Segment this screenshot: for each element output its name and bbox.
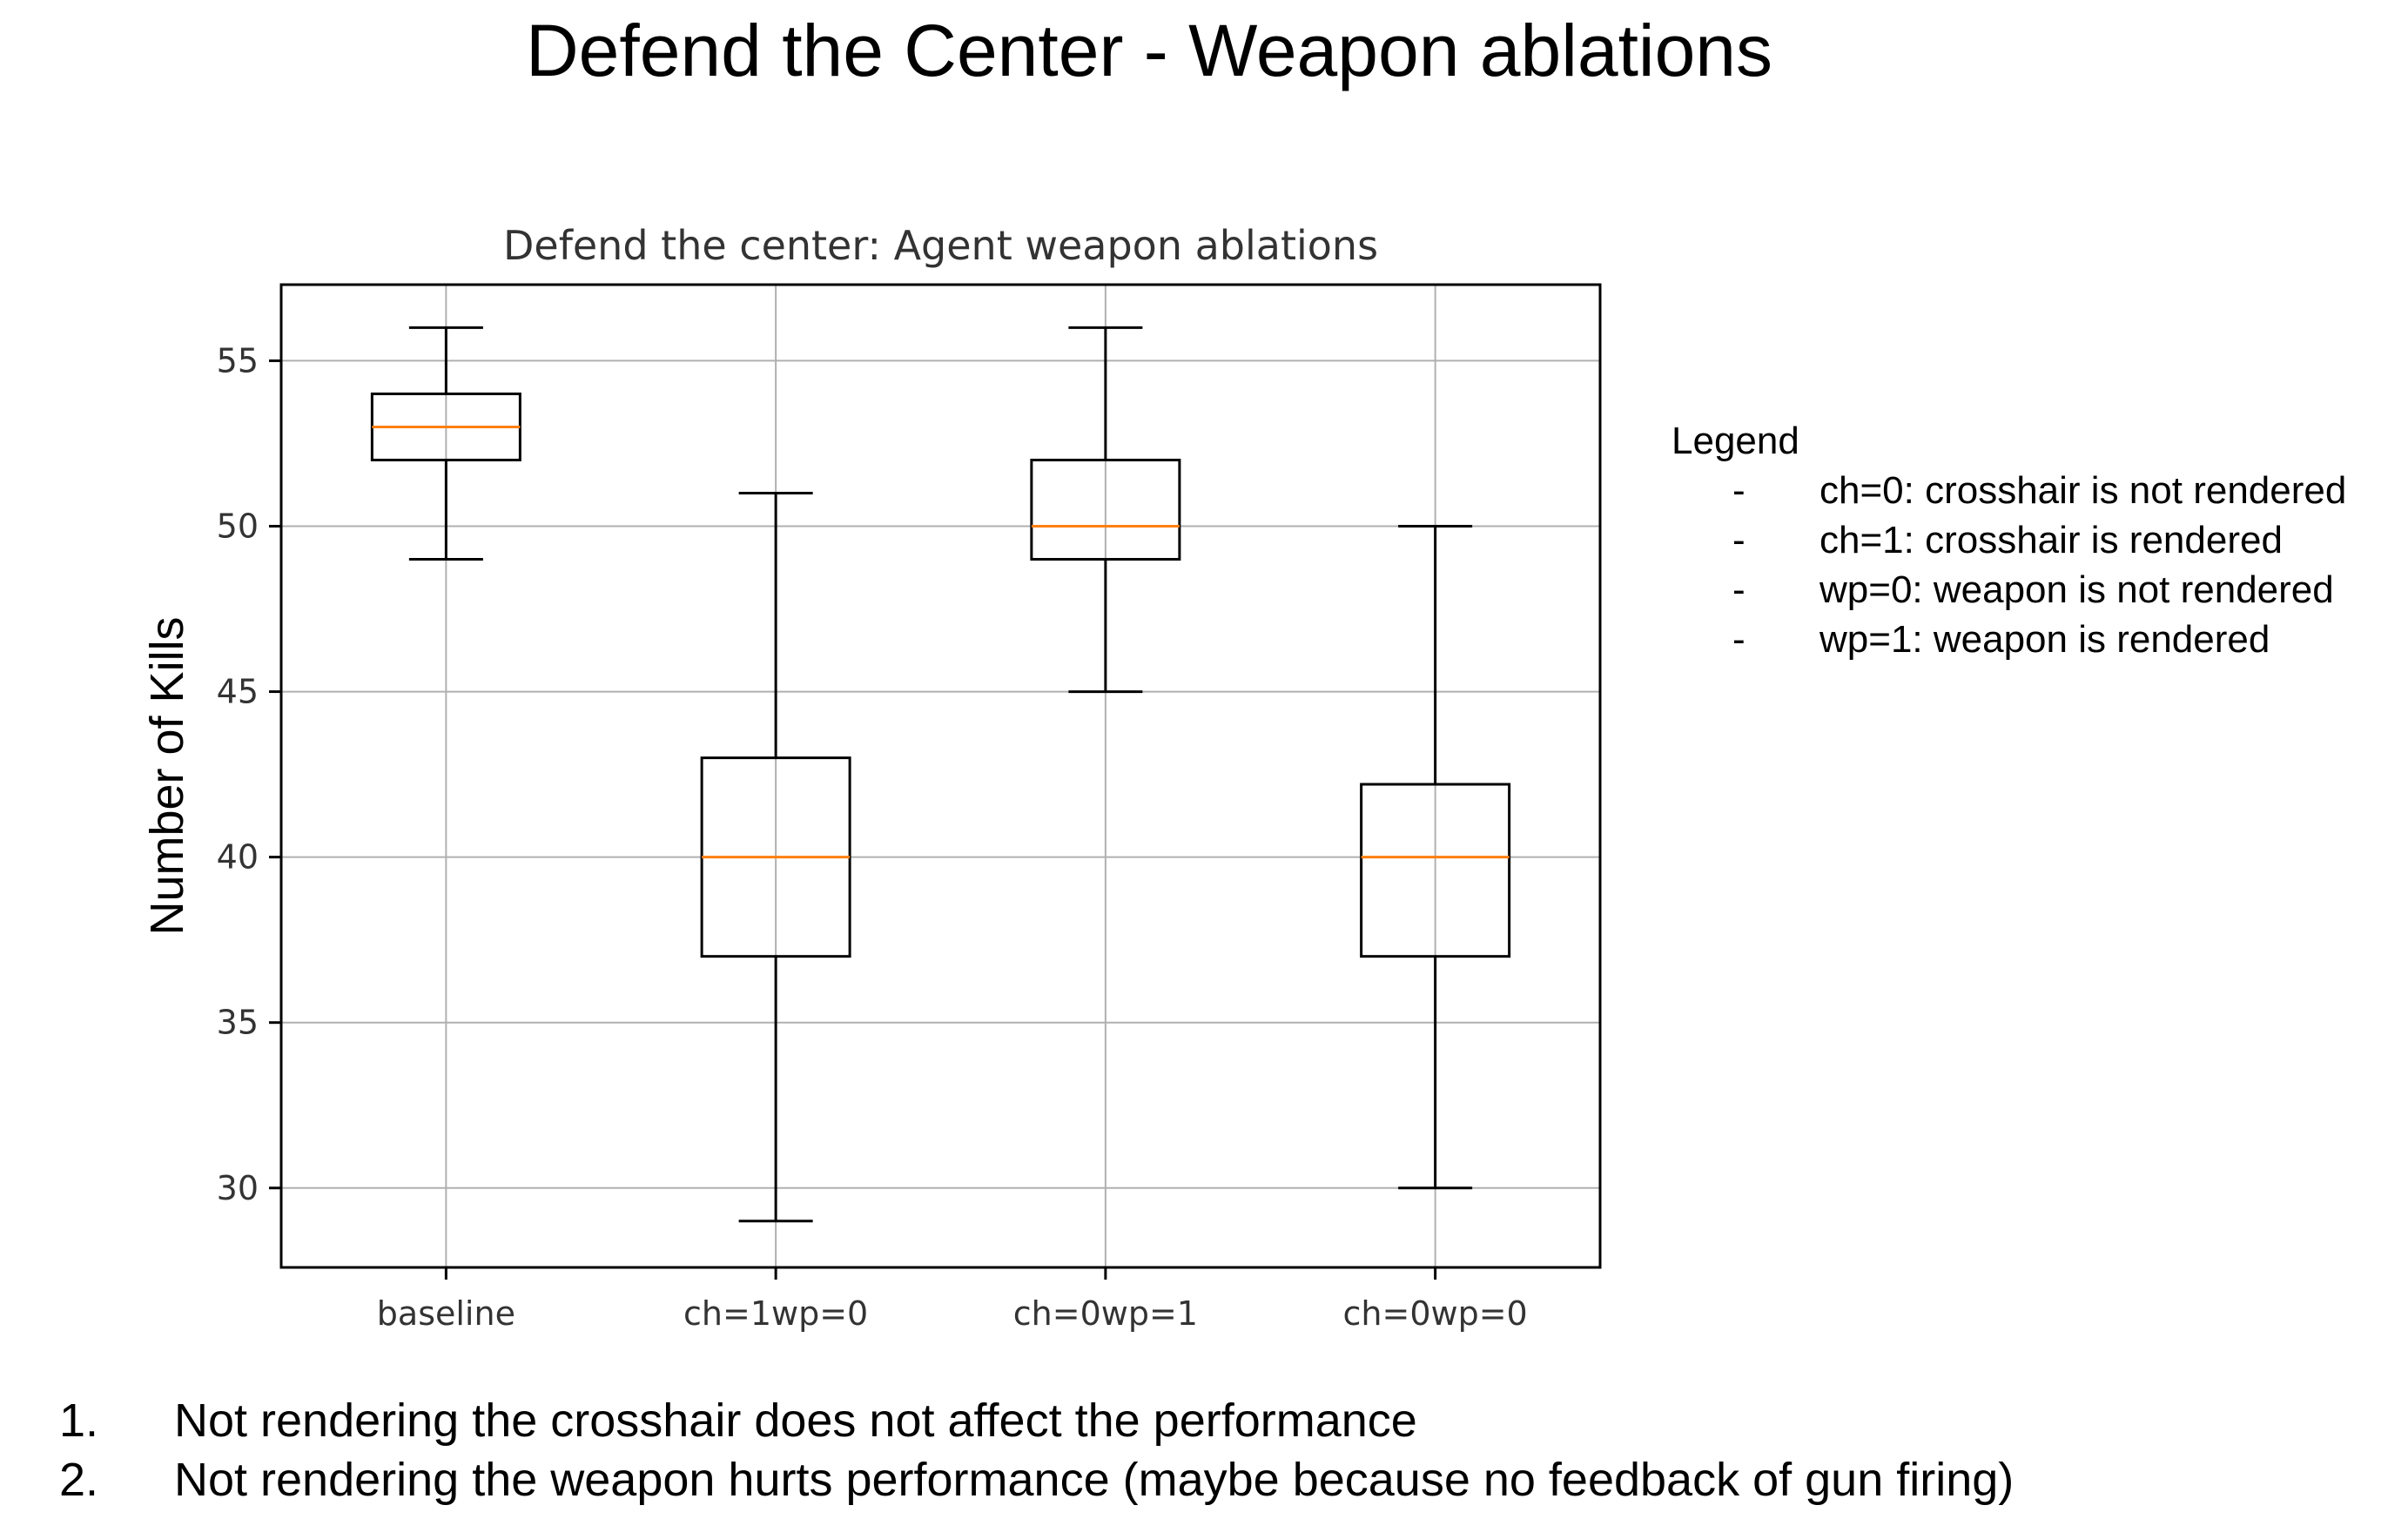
grid-layer	[281, 285, 1600, 1267]
legend-item-text: wp=1: weapon is rendered	[1819, 618, 2270, 661]
x-tick-label: ch=0wp=0	[1343, 1294, 1528, 1333]
box-ch=1wp=0	[700, 491, 851, 1223]
y-tick-label: 40	[217, 838, 259, 877]
legend-dash: -	[1732, 519, 1745, 561]
y-tick-label: 30	[217, 1169, 259, 1207]
legend-item: - wp=1: weapon is rendered	[1671, 615, 2346, 664]
x-tick-label: ch=1wp=0	[683, 1294, 868, 1333]
notes-list: 1. Not rendering the crosshair does not …	[59, 1391, 2014, 1509]
note-item: 2. Not rendering the weapon hurts perfor…	[59, 1450, 2014, 1509]
note-item: 1. Not rendering the crosshair does not …	[59, 1391, 2014, 1450]
legend-item: - ch=0: crosshair is not rendered	[1671, 466, 2346, 515]
box-ch=0wp=0	[1360, 524, 1511, 1190]
y-axis-label: Number of Kills	[141, 616, 193, 935]
legend-item: - ch=1: crosshair is rendered	[1671, 515, 2346, 565]
chart-title: Defend the center: Agent weapon ablation…	[503, 222, 1378, 269]
box-baseline	[370, 326, 521, 561]
legend-dash: -	[1732, 568, 1745, 611]
slide-title: Defend the Center - Weapon ablations	[525, 10, 1773, 91]
note-number: 2.	[59, 1454, 99, 1506]
legend: Legend - ch=0: crosshair is not rendered…	[1671, 416, 2346, 664]
legend-item-text: ch=1: crosshair is rendered	[1819, 519, 2283, 561]
x-tick-label: ch=0wp=1	[1013, 1294, 1198, 1333]
note-text: Not rendering the weapon hurts performan…	[174, 1454, 2015, 1506]
box-ch=0wp=1	[1030, 326, 1181, 694]
y-tick-label: 50	[217, 507, 259, 545]
note-text: Not rendering the crosshair does not aff…	[174, 1395, 1417, 1447]
x-tick-label: baseline	[377, 1294, 515, 1333]
tick-layer: 30 35 40 45 50 55 baseline ch=1wp=0 ch=0wp=1 ch=0…	[217, 341, 1528, 1333]
y-tick-label: 35	[217, 1004, 259, 1042]
y-tick-label: 55	[217, 341, 259, 380]
note-number: 1.	[59, 1395, 99, 1447]
legend-item: - wp=0: weapon is not rendered	[1671, 565, 2346, 615]
iqr-box	[1360, 783, 1511, 958]
y-tick-label: 45	[217, 673, 259, 711]
legend-item-text: wp=0: weapon is not rendered	[1819, 568, 2334, 611]
legend-dash: -	[1732, 618, 1745, 661]
legend-title: Legend	[1671, 420, 1799, 462]
iqr-box	[1030, 458, 1181, 561]
box-layer	[370, 326, 1511, 1223]
legend-dash: -	[1732, 469, 1745, 512]
plot-frame	[279, 283, 1602, 1269]
legend-item-text: ch=0: crosshair is not rendered	[1819, 469, 2347, 512]
